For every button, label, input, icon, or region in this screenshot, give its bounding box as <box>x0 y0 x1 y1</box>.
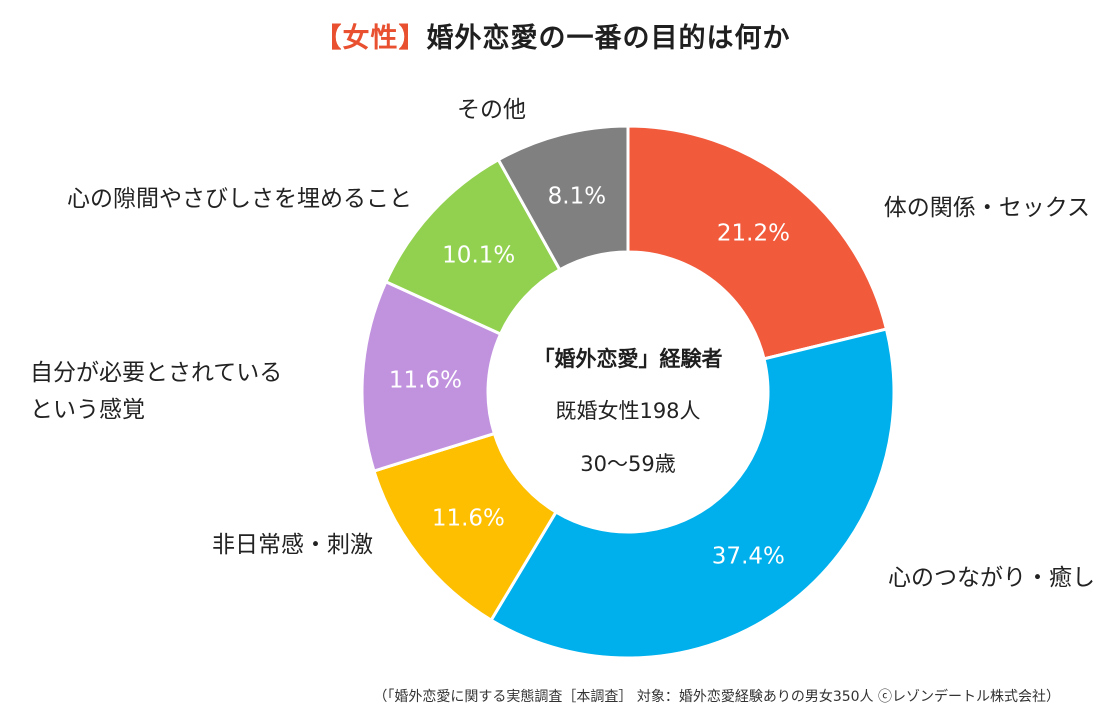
slice-category-label: 体の関係・セックス <box>884 195 1090 221</box>
center-line-sample: 既婚女性198人 <box>555 399 700 423</box>
slice-value-label: 11.6% <box>432 505 505 531</box>
slice-value-label: 21.2% <box>717 220 790 246</box>
center-line-age: 30～59歳 <box>580 452 675 476</box>
donut-slices <box>360 124 896 660</box>
slice-6 <box>496 124 630 272</box>
chart-title-tag: 【女性】 <box>314 23 427 54</box>
center-line-respondents: 「婚外恋愛」経験者 <box>534 347 723 371</box>
slice-value-labels: 21.2% 37.4% 11.6% 11.6% 10.1% 8.1% <box>389 184 790 570</box>
slice-category-label: その他 <box>457 97 526 123</box>
chart-title-main: 婚外恋愛の一番の目的は何か <box>426 23 791 54</box>
source-footnote: （「婚外恋愛に関する実態調査［本調査］ 対象：婚外恋愛経験ありの男女350人 ⓒ… <box>373 689 1060 705</box>
slice-value-label: 11.6% <box>389 367 462 393</box>
slice-value-label: 8.1% <box>548 184 606 210</box>
slice-category-label: 心の隙間やさびしさを埋めること <box>67 186 412 212</box>
slice-1 <box>626 124 889 361</box>
slice-category-label: 自分が必要とされているという感覚 <box>30 360 282 423</box>
slice-category-label: 心のつながり・癒し <box>888 565 1095 591</box>
slice-category-label: 非日常感・刺激 <box>212 532 373 558</box>
donut-center-text: 「婚外恋愛」経験者 既婚女性198人 30～59歳 <box>534 347 723 476</box>
chart-title: 【女性】婚外恋愛の一番の目的は何か <box>0 16 1105 55</box>
slice-value-label: 37.4% <box>712 543 785 569</box>
slice-2 <box>489 327 896 660</box>
slice-value-label: 10.1% <box>442 242 515 268</box>
